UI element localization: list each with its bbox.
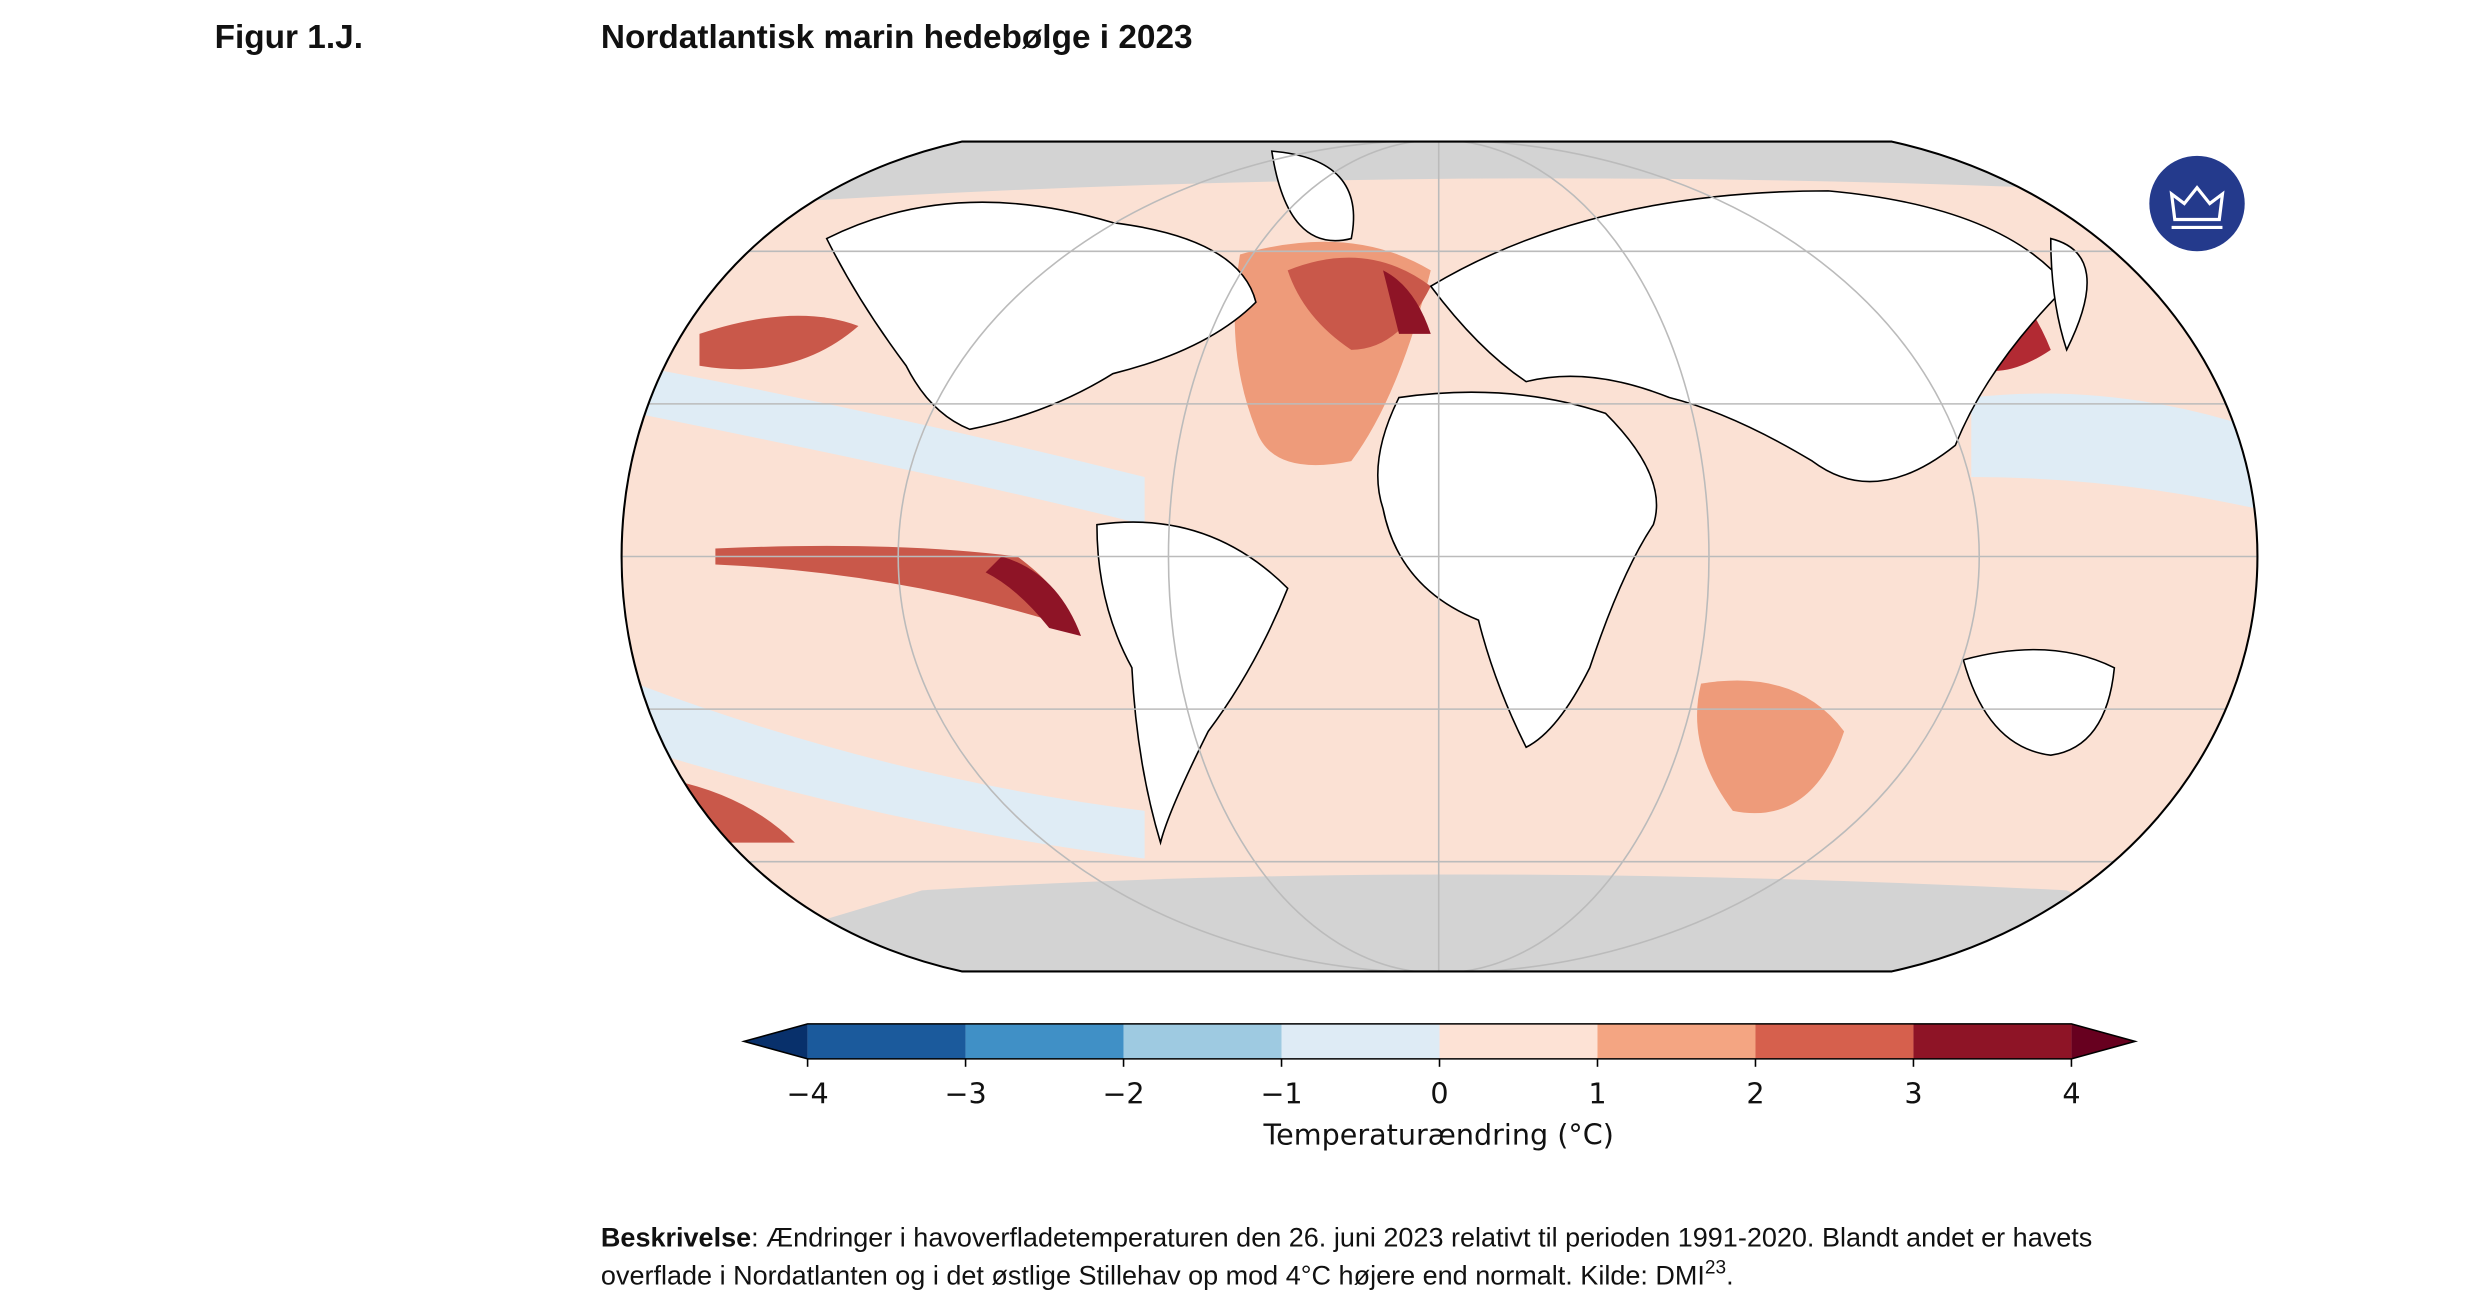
- description-text: overflade i Nordatlanten og i det østlig…: [601, 1261, 1705, 1291]
- colorbar-label: Temperaturændring (°C): [1263, 1118, 1614, 1152]
- description: Beskrivelse: Ændringer i havoverfladetem…: [601, 1222, 2092, 1252]
- tick-label: 2: [1746, 1076, 1764, 1110]
- figure-title: Nordatlantisk marin hedebølge i 2023: [601, 19, 1193, 56]
- description-text: : Ændringer i havoverfladetemperaturen d…: [751, 1222, 2092, 1252]
- tick-label: −2: [1102, 1076, 1144, 1110]
- description-bold: Beskrivelse: [601, 1222, 751, 1252]
- logo: [2149, 155, 2245, 252]
- colorbar-segment: [807, 1023, 966, 1059]
- tick-label: 4: [2062, 1076, 2080, 1110]
- colorbar-segment: [1123, 1023, 1282, 1059]
- colorbar-outline: [741, 1023, 2139, 1060]
- colorbar-segment: [1913, 1023, 2072, 1059]
- map: [621, 141, 2258, 972]
- colorbar-segment: [1755, 1023, 1914, 1059]
- colorbar-extension: [744, 1023, 808, 1059]
- colorbar-segment: [965, 1023, 1124, 1059]
- tick-label: −3: [944, 1076, 986, 1110]
- figure-label: Figur 1.J.: [215, 19, 363, 56]
- tick-label: −4: [786, 1076, 828, 1110]
- tick-label: 1: [1588, 1076, 1606, 1110]
- colorbar-segment: [1439, 1023, 1598, 1059]
- description-text: .: [1726, 1261, 1734, 1291]
- tick-label: −1: [1260, 1076, 1302, 1110]
- colorbar-extension: [2071, 1023, 2136, 1059]
- colorbar: −4 −3 −2 −1 0 1 2 3 4: [741, 1023, 2139, 1110]
- tick-label: 3: [1904, 1076, 1922, 1110]
- footnote-ref: 23: [1705, 1257, 1726, 1278]
- colorbar-segment: [1597, 1023, 1756, 1059]
- map-frame: [620, 140, 2259, 973]
- description: overflade i Nordatlanten og i det østlig…: [601, 1257, 1734, 1290]
- colorbar-segment: [1281, 1023, 1440, 1059]
- tick-label: 0: [1430, 1076, 1448, 1110]
